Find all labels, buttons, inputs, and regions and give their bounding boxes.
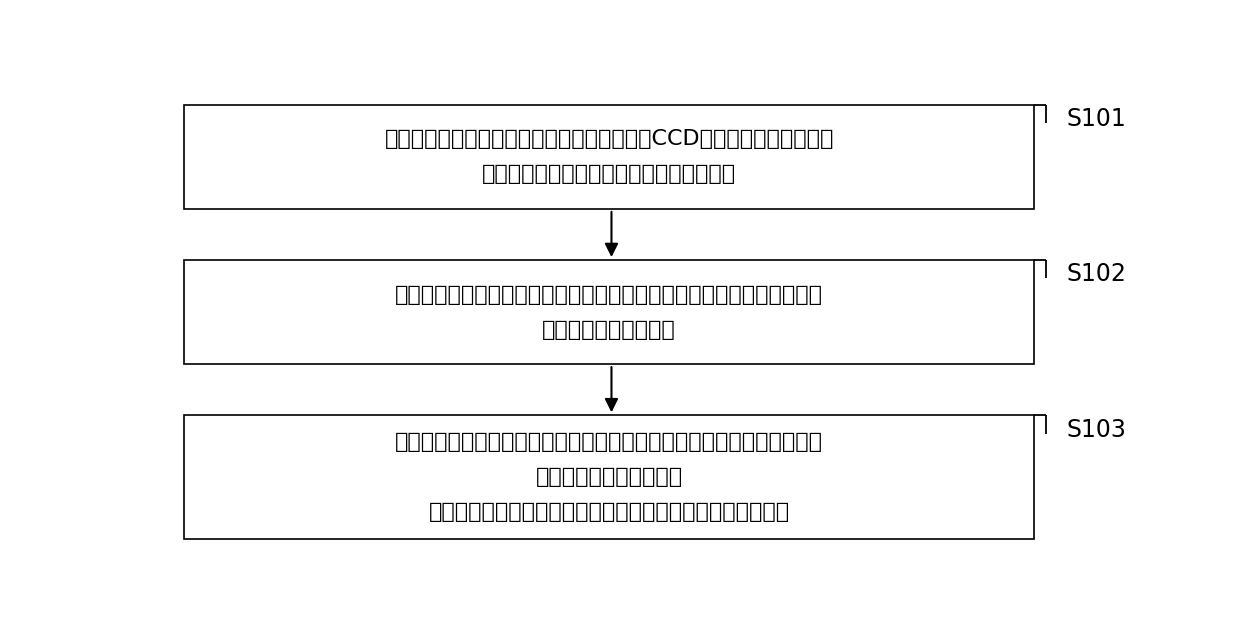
Bar <box>184 260 1034 364</box>
Text: S103: S103 <box>1066 418 1127 442</box>
Bar <box>184 415 1034 539</box>
Text: 根据光谱仪设计理论的计算得到满足科学要求的光谱仪成像系统焦比、准: 根据光谱仪设计理论的计算得到满足科学要求的光谱仪成像系统焦比、准 <box>396 285 823 305</box>
Text: 时优化光谱仪结构，最终: 时优化光谱仪结构，最终 <box>536 467 683 487</box>
Text: 得到满足要求的光谱仪设计，实现压缩体积、节约成本的目的: 得到满足要求的光谱仪设计，实现压缩体积、节约成本的目的 <box>429 502 790 522</box>
Text: S102: S102 <box>1066 262 1127 287</box>
Bar <box>184 105 1034 209</box>
Text: 根据光谱仪科学目标计算得到狭缝宽度及其在CCD上所占的像元数数量，: 根据光谱仪科学目标计算得到狭缝宽度及其在CCD上所占的像元数数量， <box>384 129 833 149</box>
Text: 再通过其与光谱仪分辨率要求得到光栅参数: 再通过其与光谱仪分辨率要求得到光栅参数 <box>482 164 737 185</box>
Text: 直系统焦比等光学参数: 直系统焦比等光学参数 <box>542 319 676 340</box>
Text: 根据提出的光谱仪设计方法，对光谱仪准直系统及成像系统进行设计，同: 根据提出的光谱仪设计方法，对光谱仪准直系统及成像系统进行设计，同 <box>396 432 823 452</box>
Text: S101: S101 <box>1066 107 1127 131</box>
